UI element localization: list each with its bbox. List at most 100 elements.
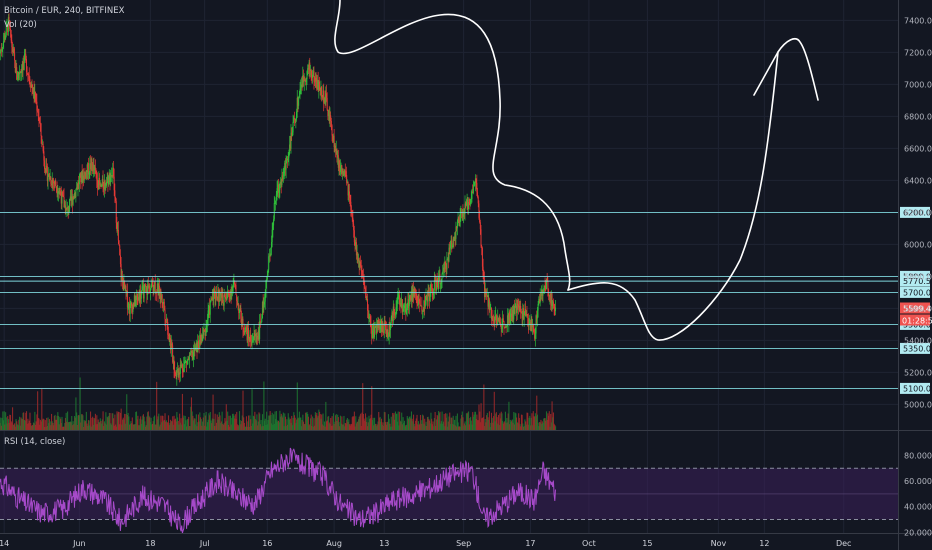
volume-bar [132, 424, 134, 430]
candle-body [231, 290, 233, 296]
volume-bar [167, 415, 170, 430]
volume-bar [373, 425, 375, 430]
candle-body [467, 199, 469, 210]
candle-body [255, 334, 257, 338]
candle-body [269, 255, 271, 257]
candle-body [69, 198, 71, 210]
volume-bar [227, 411, 229, 430]
candle-body [161, 294, 163, 300]
candle-body [17, 71, 19, 79]
candle-body [215, 292, 217, 299]
candle-body [174, 369, 176, 373]
volume-bar [529, 425, 532, 430]
candle-body [261, 301, 263, 319]
candle-body [144, 284, 146, 287]
volume-bar [57, 412, 59, 430]
candle-body [389, 324, 391, 330]
volume-bar [153, 416, 155, 430]
volume-bar [455, 415, 457, 430]
price-tick-label: 5400.0 [904, 336, 932, 345]
candle-body [478, 203, 480, 218]
volume-bar [349, 425, 351, 430]
candle-body [391, 312, 393, 320]
candle-body [265, 281, 267, 298]
candle-body [508, 311, 510, 324]
candle-body [10, 30, 12, 41]
volume-bar [207, 419, 209, 430]
volume-bar [333, 423, 335, 430]
volume-bar [414, 426, 416, 430]
candle-body [399, 303, 401, 305]
volume-bar [460, 418, 462, 430]
volume-bar [444, 426, 446, 430]
candle-body [181, 364, 183, 367]
candle-body [108, 173, 110, 177]
candle-body [440, 283, 442, 285]
candle-body [502, 318, 504, 327]
candle-body [406, 308, 408, 315]
volume-bar [102, 411, 104, 430]
candle-body [442, 271, 444, 275]
candle-body [38, 116, 40, 121]
countdown-label: 01:28:51 [902, 316, 932, 325]
volume-bar [174, 418, 177, 430]
volume-bar [376, 424, 378, 430]
volume-bar [5, 417, 7, 430]
volume-bar [420, 420, 422, 430]
candle-body [106, 181, 108, 186]
candle-body [435, 279, 437, 291]
volume-bar [49, 421, 51, 430]
candle-body [135, 300, 137, 306]
volume-bar [226, 420, 228, 430]
volume-bar [168, 425, 170, 430]
volume-bar [124, 423, 126, 430]
volume-bar [219, 415, 221, 430]
candle-body [252, 337, 254, 341]
volume-bar [493, 391, 495, 430]
candle-body [429, 291, 431, 301]
volume-bar [316, 412, 318, 430]
volume-bar [17, 425, 19, 430]
volume-bar [305, 412, 307, 430]
candle-body [209, 306, 211, 315]
volume-bar [440, 421, 442, 430]
volume-bar [395, 413, 397, 430]
candle-body [80, 171, 82, 183]
volume-bar [305, 412, 307, 430]
volume-bar [249, 415, 251, 430]
volume-bar [419, 414, 422, 430]
volume-bar [179, 422, 181, 430]
volume-bar [220, 421, 222, 430]
candle-body [446, 259, 448, 270]
candle-body [358, 258, 360, 262]
horizontal-levels[interactable]: 6200.05800.05770.55700.05500.05350.05100… [0, 206, 932, 394]
volume-bar [256, 414, 258, 430]
candle-body [454, 236, 456, 241]
candle-body [19, 71, 21, 74]
candle-body [462, 212, 464, 217]
candle-body [243, 332, 245, 335]
volume-bar [399, 420, 401, 430]
candle-body [57, 193, 59, 195]
volume-bar [237, 426, 239, 430]
volume-bar [149, 422, 151, 430]
volume-bar [466, 413, 468, 430]
candle-body [488, 299, 490, 307]
candle-body [135, 295, 137, 301]
candle-body [51, 183, 53, 186]
volume-bar [479, 422, 481, 430]
candle-body [199, 334, 201, 349]
volume-bar [4, 424, 6, 430]
freehand-drawing[interactable] [334, 0, 819, 341]
candle-body [305, 79, 307, 82]
candle-body [527, 317, 529, 327]
volume-bar [8, 422, 10, 430]
candle-body [395, 307, 397, 313]
volume-bar [142, 414, 145, 430]
volume-bar [356, 421, 358, 430]
volume-bar [100, 421, 102, 430]
candle-body [382, 323, 384, 332]
volume-bar [128, 424, 131, 430]
volume-bar [549, 426, 551, 430]
